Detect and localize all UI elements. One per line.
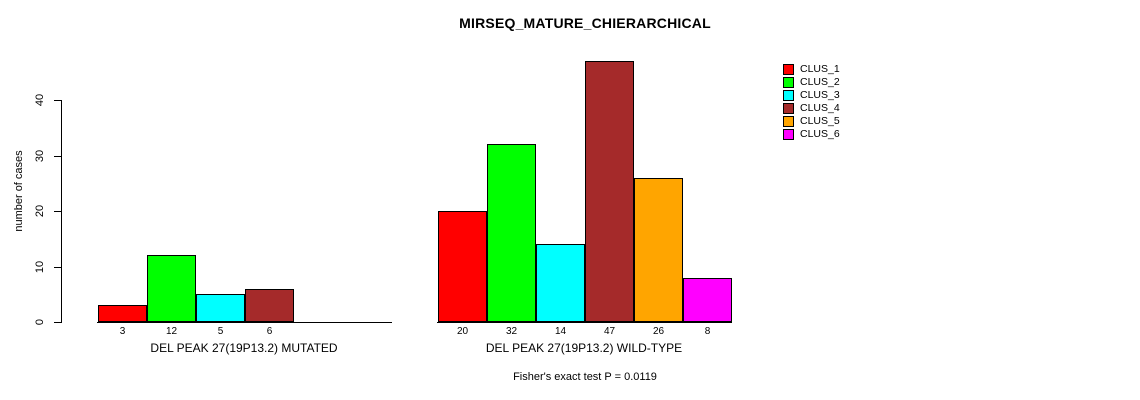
y-axis-label: number of cases	[13, 150, 25, 232]
y-tick-10	[54, 267, 61, 268]
bar-clus_6-group1	[683, 278, 732, 322]
bar-clus_1-group0	[98, 305, 147, 322]
x-axis-group-1	[437, 322, 732, 323]
legend-label-clus_6: CLUS_6	[800, 128, 840, 140]
bar-clus_3-group1	[536, 244, 585, 322]
y-tick-30	[54, 156, 61, 157]
legend-swatch-clus_2	[783, 77, 794, 88]
y-tick-0	[54, 322, 61, 323]
legend-swatch-clus_4	[783, 103, 794, 114]
legend-item-clus_6: CLUS_6	[783, 128, 840, 141]
bar-value-label-clus_2-group1: 32	[505, 326, 518, 337]
bar-clus_4-group1	[585, 61, 634, 322]
bar-value-label-clus_1-group0: 3	[119, 326, 126, 337]
y-tick-label-30: 30	[34, 149, 46, 163]
legend-swatch-clus_1	[783, 64, 794, 75]
legend-swatch-clus_3	[783, 90, 794, 101]
y-tick-20	[54, 211, 61, 212]
y-tick-label-0: 0	[34, 318, 46, 326]
bar-value-label-clus_3-group0: 5	[217, 326, 224, 337]
bar-value-label-clus_3-group1: 14	[554, 326, 567, 337]
bar-value-label-clus_5-group1: 26	[652, 326, 665, 337]
y-tick-label-40: 40	[34, 93, 46, 107]
bar-clus_5-group1	[634, 178, 683, 322]
y-tick-label-20: 20	[34, 204, 46, 218]
bar-value-label-clus_1-group1: 20	[456, 326, 469, 337]
bar-value-label-clus_2-group0: 12	[165, 326, 178, 337]
y-axis	[61, 100, 62, 323]
legend-label-clus_1: CLUS_1	[800, 63, 840, 75]
legend-label-clus_3: CLUS_3	[800, 89, 840, 101]
bar-clus_3-group0	[196, 294, 245, 322]
legend-item-clus_1: CLUS_1	[783, 63, 840, 76]
legend-label-clus_2: CLUS_2	[800, 76, 840, 88]
x-group-label-wildtype: DEL PEAK 27(19P13.2) WILD-TYPE	[485, 341, 683, 355]
legend-swatch-clus_6	[783, 129, 794, 140]
x-axis-group-0	[97, 322, 392, 323]
chart-title: MIRSEQ_MATURE_CHIERARCHICAL	[459, 15, 711, 31]
bar-clus_2-group0	[147, 255, 196, 322]
bar-clus_1-group1	[438, 211, 487, 322]
legend: CLUS_1 CLUS_2 CLUS_3 CLUS_4 CLUS_5 CLUS_6	[783, 63, 840, 141]
bar-value-label-clus_6-group1: 8	[704, 326, 711, 337]
legend-item-clus_5: CLUS_5	[783, 115, 840, 128]
y-tick-40	[54, 100, 61, 101]
legend-item-clus_2: CLUS_2	[783, 76, 840, 89]
bar-clus_2-group1	[487, 144, 536, 322]
y-tick-label-10: 10	[34, 260, 46, 274]
legend-item-clus_4: CLUS_4	[783, 102, 840, 115]
bar-value-label-clus_4-group1: 47	[603, 326, 616, 337]
legend-label-clus_5: CLUS_5	[800, 115, 840, 127]
legend-swatch-clus_5	[783, 116, 794, 127]
bar-value-label-clus_4-group0: 6	[266, 326, 273, 337]
legend-item-clus_3: CLUS_3	[783, 89, 840, 102]
fisher-test-text: Fisher's exact test P = 0.0119	[513, 371, 657, 383]
bar-clus_4-group0	[245, 289, 294, 322]
x-group-label-mutated: DEL PEAK 27(19P13.2) MUTATED	[150, 341, 338, 355]
legend-label-clus_4: CLUS_4	[800, 102, 840, 114]
